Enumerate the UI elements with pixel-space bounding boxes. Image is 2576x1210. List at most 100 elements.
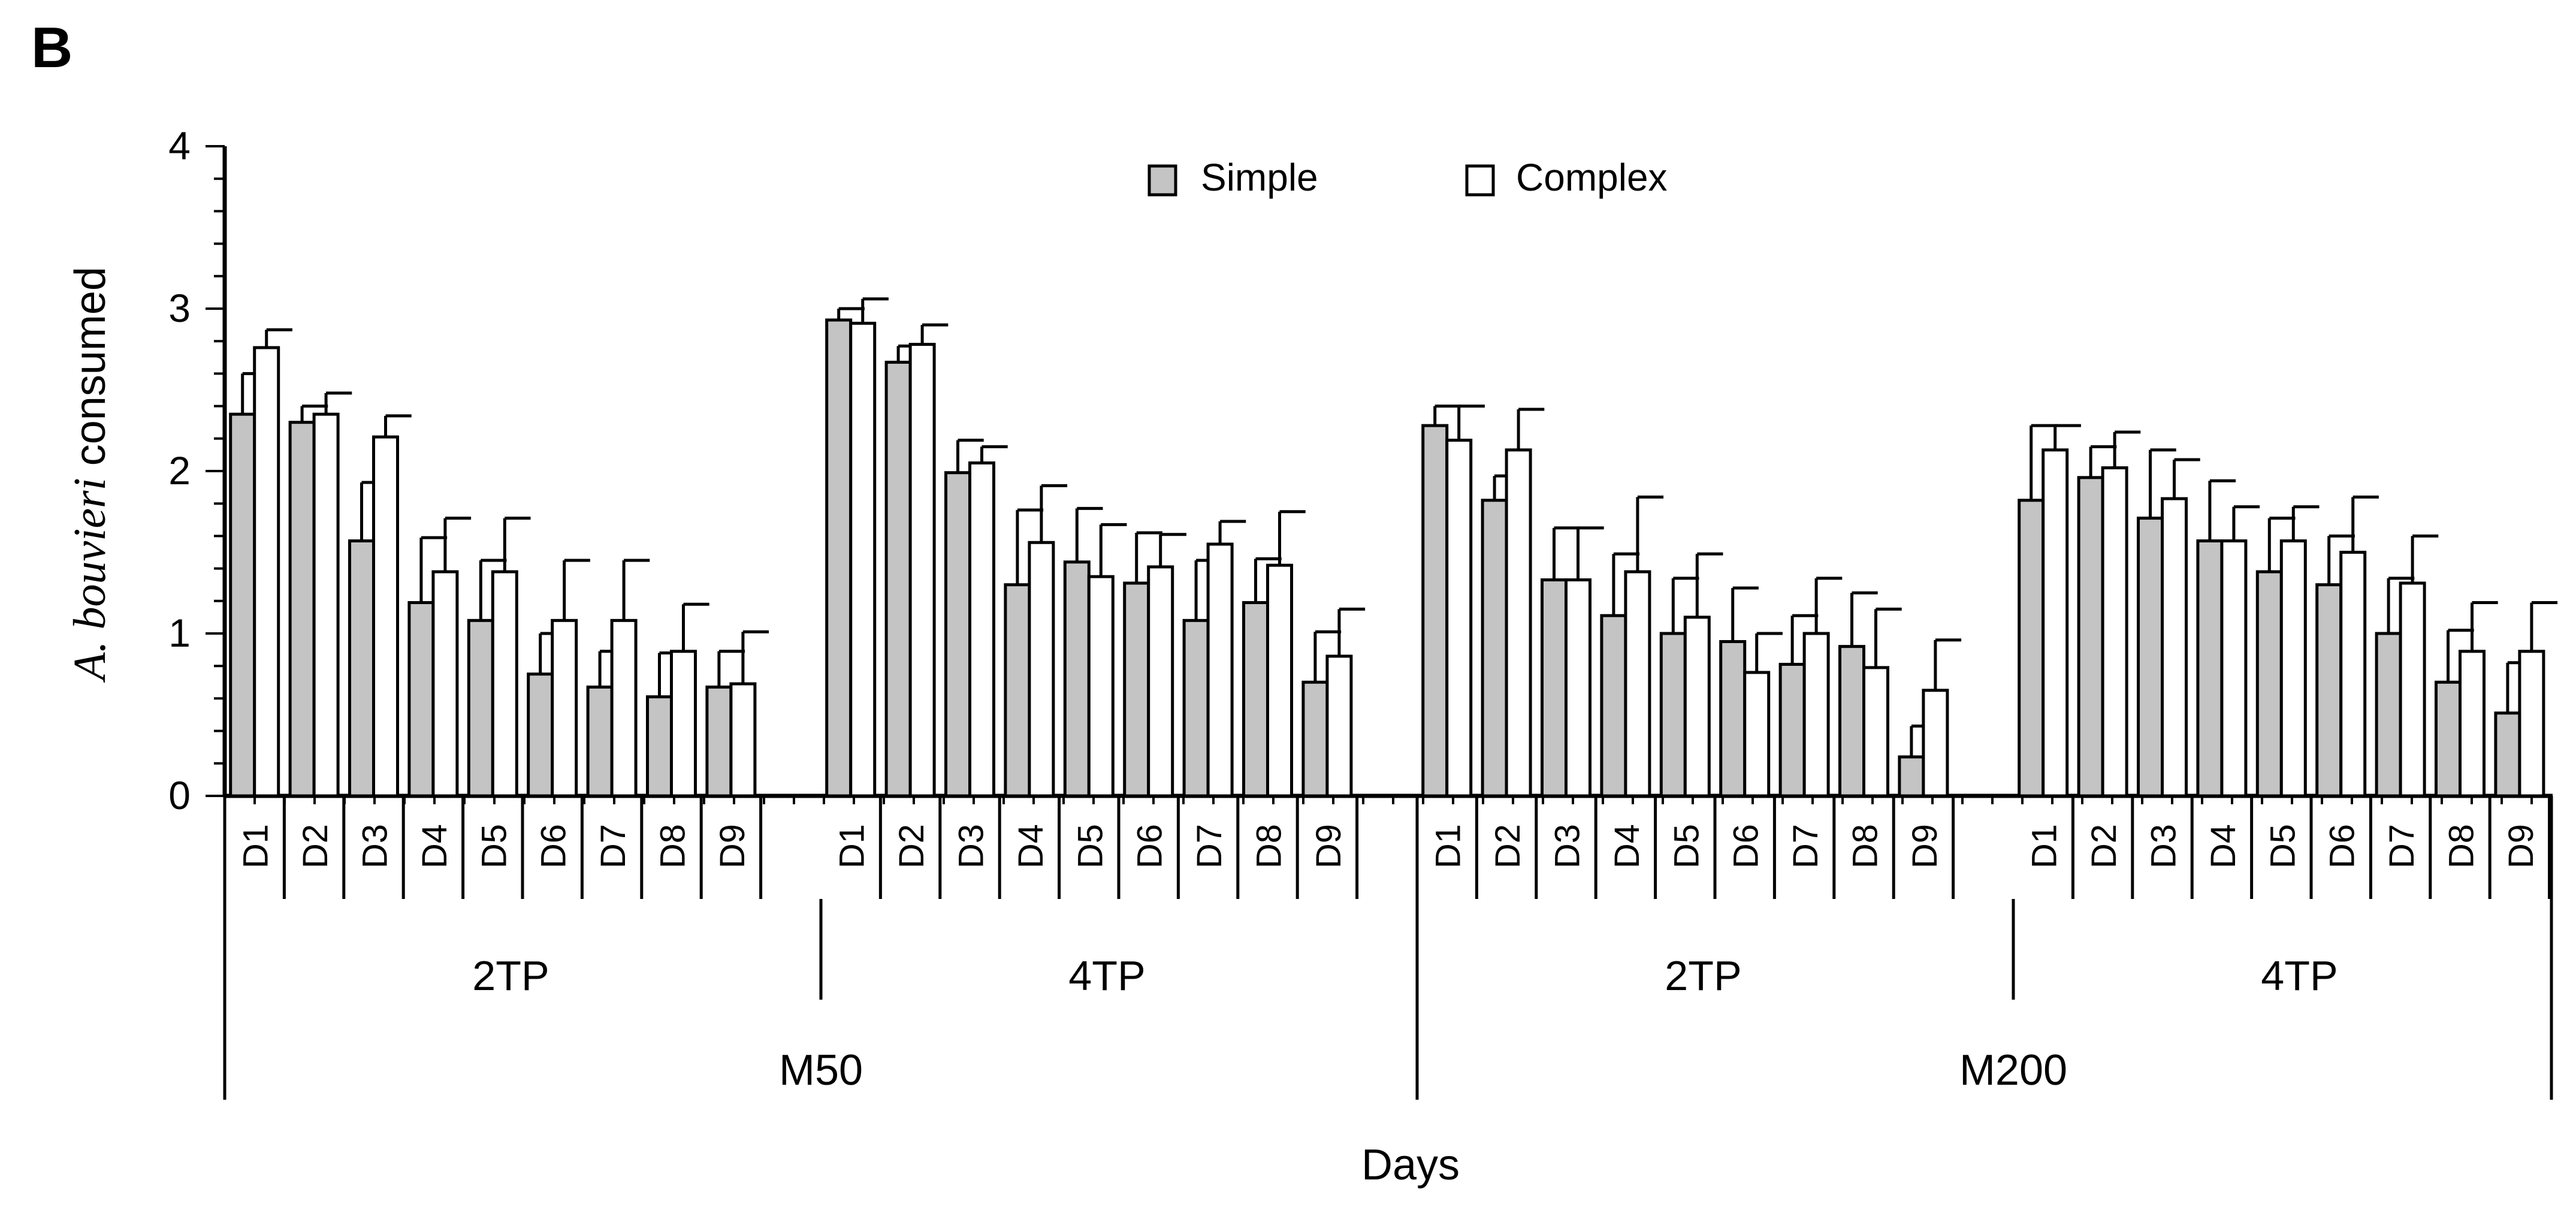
legend: Simple Complex — [1147, 156, 1668, 199]
bar-simple — [1123, 581, 1150, 798]
bar-simple — [1659, 632, 1687, 798]
bar-simple — [2196, 539, 2224, 798]
bar-simple — [646, 695, 673, 798]
bar-simple — [1541, 578, 1568, 798]
x-day-label: D7 — [1190, 824, 1229, 868]
x-day-label: D2 — [2085, 824, 2124, 868]
panel-label: B — [31, 16, 73, 80]
bar-simple — [1004, 583, 1031, 798]
x-group-label: M50 — [779, 1046, 863, 1094]
x-day-label: D8 — [2442, 824, 2481, 868]
x-day-label: D1 — [237, 824, 276, 868]
x-day-label: D3 — [2145, 824, 2184, 868]
x-day-label: D9 — [2502, 824, 2541, 868]
x-day-label: D5 — [2263, 824, 2302, 868]
bar-complex — [1922, 689, 1949, 798]
bar-complex — [372, 435, 399, 798]
x-category-axis: D1 D2 D3 D4 D5 D6 D7 D8 D9 2TP D1 D2 D3 D4 D5 D6 D7 D8 D9 4… — [223, 796, 2553, 1100]
x-day-label: D6 — [2323, 824, 2362, 868]
bar-simple — [2494, 711, 2521, 798]
bar-simple — [1838, 645, 1865, 798]
x-day-label: D4 — [2204, 824, 2243, 868]
y-axis-label: A. bouvieri consumed — [65, 267, 115, 683]
bar-complex — [1624, 570, 1651, 798]
bar-complex — [2339, 551, 2367, 798]
legend-swatch-complex — [1465, 164, 1495, 197]
bar-simple — [2137, 517, 2164, 798]
bar-simple — [527, 672, 554, 798]
x-day-label: D6 — [1131, 824, 1170, 868]
legend-label-complex: Complex — [1516, 156, 1668, 199]
bar-simple — [407, 601, 435, 798]
x-day-label: D8 — [1846, 824, 1885, 868]
bar-complex — [1206, 542, 1234, 798]
x-subgroup-label: 4TP — [2261, 952, 2338, 999]
bar-simple — [2018, 499, 2045, 798]
bar-simple — [1778, 662, 1806, 798]
bar-simple — [229, 412, 256, 798]
bar-simple — [884, 360, 912, 798]
x-day-label: D2 — [892, 824, 931, 868]
axes: 0 1 2 3 4 — [168, 123, 2553, 817]
y-tick-label: 4 — [168, 123, 191, 168]
bar-complex — [1862, 666, 1889, 798]
x-day-label: D6 — [534, 824, 573, 868]
x-day-label: D7 — [1786, 824, 1825, 868]
bar-simple — [467, 618, 494, 798]
bar-complex — [2459, 650, 2486, 798]
bar-simple — [1182, 618, 1210, 798]
y-tick-label: 2 — [168, 448, 191, 493]
bar-simple — [1481, 499, 1508, 798]
bar-complex — [253, 346, 280, 798]
bar-complex — [1266, 563, 1293, 798]
bar-simple — [2255, 570, 2283, 798]
bar-complex — [1147, 565, 1174, 798]
bar-simple — [705, 685, 733, 798]
bar-simple — [825, 318, 853, 798]
bar-complex — [2279, 539, 2307, 798]
y-tick-label: 0 — [168, 773, 191, 817]
bars — [229, 297, 2558, 798]
bar-complex — [491, 570, 518, 798]
x-day-label: D1 — [833, 824, 872, 868]
bar-complex — [2518, 650, 2545, 798]
x-day-label: D5 — [1071, 824, 1110, 868]
bar-simple — [288, 421, 316, 798]
bar-simple — [1242, 601, 1269, 798]
bar-complex — [1743, 671, 1771, 798]
x-day-label: D1 — [1429, 824, 1468, 868]
bar-complex — [1802, 632, 1830, 798]
bar-complex — [551, 618, 578, 798]
x-day-label: D8 — [1250, 824, 1289, 868]
bar-complex — [312, 412, 340, 798]
bar-simple — [944, 471, 971, 798]
x-subgroup-label: 4TP — [1068, 952, 1145, 999]
x-subgroup-label: 2TP — [1665, 952, 1741, 999]
y-tick-label: 3 — [168, 286, 191, 330]
x-day-label: D4 — [415, 824, 454, 868]
legend-swatch-simple — [1147, 164, 1177, 197]
bar-simple — [1063, 560, 1091, 798]
x-day-label: D7 — [594, 824, 633, 868]
bar-simple — [2375, 632, 2402, 798]
bar-complex — [908, 343, 936, 798]
bar-complex — [1087, 575, 1115, 798]
y-tick-label: 1 — [168, 611, 191, 655]
bar-complex — [1683, 615, 1711, 798]
bar-complex — [2101, 466, 2128, 798]
x-day-label: D6 — [1727, 824, 1766, 868]
x-day-label: D9 — [713, 824, 752, 868]
x-day-label: D3 — [1548, 824, 1587, 868]
bar-simple — [1719, 640, 1747, 798]
bar-complex — [2399, 581, 2426, 798]
x-day-label: D2 — [1488, 824, 1527, 868]
x-day-label: D1 — [2025, 824, 2064, 868]
bar-complex — [670, 650, 697, 798]
bar-simple — [1301, 680, 1329, 798]
y-axis-label-suffix: consumed — [67, 267, 114, 478]
bar-complex — [1565, 578, 1591, 798]
bar-simple — [586, 685, 614, 798]
bar-simple — [1898, 755, 1925, 798]
bar-simple — [348, 539, 375, 798]
